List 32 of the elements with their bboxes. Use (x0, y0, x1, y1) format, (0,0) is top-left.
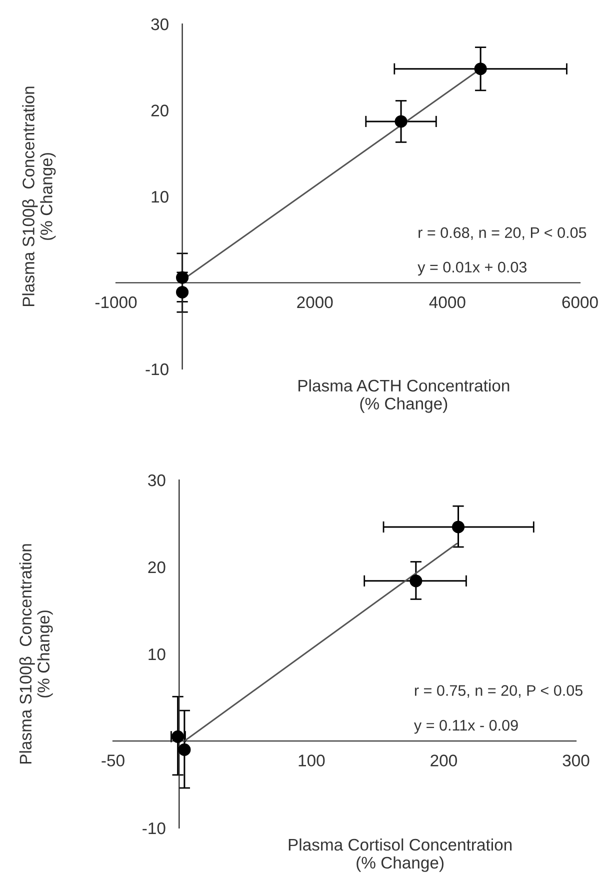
x-tick-label: 4000 (429, 296, 466, 308)
annotation: y = 0.11x - 0.09 (414, 720, 518, 734)
y-axis-title: Plasma S100β Concentration (% Change) (22, 86, 56, 306)
x-tick-label: -50 (102, 754, 124, 766)
point (394, 115, 408, 128)
x-tick-label: 6000 (562, 296, 598, 308)
point (178, 743, 191, 756)
y-tick-label: 30 (148, 474, 166, 486)
y-tick-label: 20 (148, 561, 166, 574)
x-axis-title: Plasma ACTH Concentration (% Change) (298, 379, 510, 413)
point (410, 574, 422, 588)
annotation: y = 0.01x + 0.03 (418, 262, 526, 276)
annotation: r = 0.68, n = 20, P < 0.05 (418, 227, 586, 240)
point (176, 271, 189, 284)
point (176, 286, 189, 299)
x-tick-label: -1000 (95, 296, 137, 308)
y-tick-label: 20 (151, 104, 168, 116)
x-tick-label: 100 (298, 754, 325, 766)
point (172, 730, 184, 743)
point (452, 520, 465, 534)
point (474, 62, 487, 76)
x-tick-label: 200 (430, 754, 457, 766)
y-tick-label: 30 (151, 18, 168, 30)
annotation: r = 0.75, n = 20, P < 0.05 (414, 685, 582, 698)
x-axis-title: Plasma Cortisol Concentration (% Change) (288, 838, 512, 872)
x-tick-label: 2000 (297, 296, 333, 308)
y-tick-label: 10 (152, 190, 168, 203)
y-tick-label: -10 (146, 363, 168, 376)
y-tick-label: 10 (148, 648, 166, 660)
x-tick-label: 300 (562, 754, 590, 766)
y-axis-title: Plasma S100β Concentration (% Change) (19, 544, 53, 764)
y-tick-label: -10 (142, 822, 166, 834)
